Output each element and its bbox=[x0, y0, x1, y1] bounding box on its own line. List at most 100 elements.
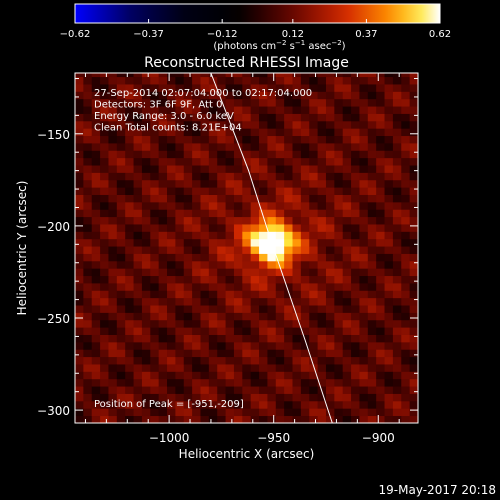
heatmap-cell bbox=[242, 216, 252, 225]
heatmap-cell bbox=[325, 187, 335, 195]
heatmap-cell bbox=[108, 150, 118, 159]
heatmap-cell bbox=[83, 283, 93, 291]
heatmap-cell bbox=[91, 364, 101, 372]
heatmap-cell bbox=[267, 209, 277, 218]
heatmap-cell bbox=[217, 275, 226, 284]
heatmap-cell bbox=[275, 319, 285, 328]
heatmap-cell bbox=[217, 157, 226, 166]
heatmap-cell bbox=[401, 209, 411, 218]
heatmap-cell bbox=[342, 194, 352, 203]
heatmap-cell bbox=[259, 283, 268, 291]
unit-exponent: −1 bbox=[295, 39, 305, 47]
heatmap-cell bbox=[208, 150, 218, 159]
heatmap-cell bbox=[384, 408, 394, 417]
heatmap-cell bbox=[325, 415, 335, 423]
heatmap-cell bbox=[108, 246, 118, 254]
heatmap-cell bbox=[75, 231, 84, 240]
heatmap-cell bbox=[284, 128, 293, 137]
heatmap-cell bbox=[292, 135, 302, 144]
heatmap-cell bbox=[150, 209, 160, 218]
heatmap-cell bbox=[208, 172, 218, 181]
heatmap-cell bbox=[334, 150, 344, 159]
heatmap-cell bbox=[158, 297, 168, 306]
heatmap-cell bbox=[208, 378, 218, 387]
heatmap-cell bbox=[217, 128, 226, 137]
heatmap-cell bbox=[116, 371, 126, 380]
heatmap-cell bbox=[208, 209, 218, 218]
heatmap-cell bbox=[91, 297, 101, 306]
heatmap-cell bbox=[342, 84, 352, 92]
heatmap-cell bbox=[292, 84, 302, 92]
heatmap-cell bbox=[300, 187, 310, 195]
heatmap-cell bbox=[267, 98, 277, 107]
heatmap-cell bbox=[83, 305, 93, 313]
heatmap-cell bbox=[300, 334, 310, 343]
heatmap-cell bbox=[208, 73, 218, 78]
heatmap-cell bbox=[192, 327, 201, 335]
heatmap-cell bbox=[208, 179, 218, 188]
heatmap-cell bbox=[133, 209, 143, 218]
heatmap-cell bbox=[275, 364, 285, 372]
heatmap-cell bbox=[167, 201, 176, 210]
heatmap-cell bbox=[300, 209, 310, 218]
heatmap-cell bbox=[317, 179, 327, 188]
heatmap-cell bbox=[367, 231, 377, 240]
heatmap-cell bbox=[208, 275, 218, 284]
heatmap-cell bbox=[409, 371, 418, 380]
heatmap-cell bbox=[259, 305, 268, 313]
heatmap-cell bbox=[141, 172, 151, 181]
heatmap-cell bbox=[91, 84, 101, 92]
heatmap-cell bbox=[158, 349, 168, 358]
heatmap-cell bbox=[401, 216, 411, 225]
heatmap-cell bbox=[409, 268, 418, 277]
heatmap-cell bbox=[259, 143, 268, 151]
heatmap-cell bbox=[284, 120, 293, 129]
heatmap-cell bbox=[376, 73, 385, 78]
heatmap-cell bbox=[367, 120, 377, 129]
heatmap-cell bbox=[91, 275, 101, 284]
heatmap-cell bbox=[91, 157, 101, 166]
heatmap-cell bbox=[317, 408, 327, 417]
colorbar-unit-label: (photons cm−2 s−1 asec−2) bbox=[213, 39, 345, 52]
heatmap-cell bbox=[200, 246, 210, 254]
heatmap-cell bbox=[83, 194, 93, 203]
heatmap-cell bbox=[125, 165, 134, 173]
heatmap-cell bbox=[401, 150, 411, 159]
heatmap-cell bbox=[150, 275, 160, 284]
heatmap-cell bbox=[367, 128, 377, 137]
heatmap-cell bbox=[250, 91, 260, 100]
heatmap-cell bbox=[200, 98, 210, 107]
heatmap-cell bbox=[225, 364, 235, 372]
heatmap-cell bbox=[116, 393, 126, 402]
heatmap-cell bbox=[75, 150, 84, 159]
heatmap-cell bbox=[259, 201, 268, 210]
heatmap-cell bbox=[409, 120, 418, 129]
heatmap-cell bbox=[83, 98, 93, 107]
heatmap-cell bbox=[392, 120, 402, 129]
heatmap-cell bbox=[342, 400, 352, 409]
heatmap-cell bbox=[217, 172, 226, 181]
heatmap-cell bbox=[334, 341, 344, 350]
heatmap-cell bbox=[392, 319, 402, 328]
heatmap-cell bbox=[300, 327, 310, 335]
heatmap-cell bbox=[376, 201, 385, 210]
heatmap-cell bbox=[376, 393, 385, 402]
heatmap-cell bbox=[167, 143, 176, 151]
heatmap-cell bbox=[359, 371, 369, 380]
heatmap-cell bbox=[409, 201, 418, 210]
heatmap-cell bbox=[167, 157, 176, 166]
heatmap-cell bbox=[75, 312, 84, 321]
heatmap-cell bbox=[384, 400, 394, 409]
heatmap-cell bbox=[384, 253, 394, 262]
heatmap-cell bbox=[367, 150, 377, 159]
heatmap-cell bbox=[192, 334, 201, 343]
heatmap-cell bbox=[150, 143, 160, 151]
heatmap-cell bbox=[133, 393, 143, 402]
heatmap-cell bbox=[259, 246, 268, 254]
heatmap-cell bbox=[158, 246, 168, 254]
heatmap-cell bbox=[108, 135, 118, 144]
heatmap-cell bbox=[309, 349, 319, 358]
heatmap-cell bbox=[225, 334, 235, 343]
heatmap-cell bbox=[392, 275, 402, 284]
heatmap-cell bbox=[367, 98, 377, 107]
